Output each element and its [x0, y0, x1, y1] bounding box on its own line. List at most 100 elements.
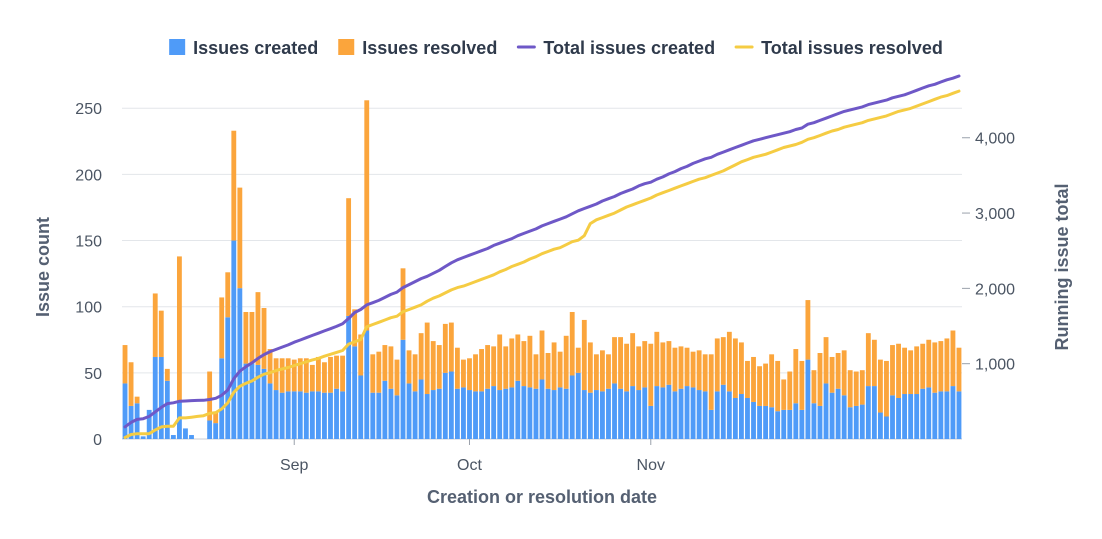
bar-issues-created [189, 435, 194, 439]
legend-item-total-issues-resolved: Total issues resolved [734, 38, 943, 58]
bar-issues-resolved [926, 339, 932, 388]
bar-issues-resolved [515, 334, 521, 381]
bar-issues-resolved [624, 343, 630, 392]
bar-issues-created [267, 383, 273, 439]
bar-issues-resolved [793, 349, 799, 404]
bar-issues-resolved [291, 359, 297, 392]
bar-issues-created [497, 390, 503, 439]
bar-issues-created [183, 428, 188, 439]
bar-issues-created [291, 391, 297, 439]
bar-issues-resolved [430, 341, 436, 391]
bar-issues-created [769, 407, 775, 439]
bar-issues-resolved [267, 349, 273, 384]
bar-issues-resolved [255, 292, 261, 365]
bar-issues-resolved [539, 330, 545, 380]
bar-issues-resolved [346, 198, 352, 316]
bar-issues-created [757, 405, 762, 439]
x-axis: Sep Oct Nov [280, 439, 665, 474]
bar-issues-resolved [261, 308, 267, 369]
bar-issues-resolved [817, 353, 823, 406]
bar-issues-created [442, 372, 448, 439]
bar-issues-resolved [479, 349, 484, 392]
bar-issues-resolved [950, 330, 956, 387]
legend-item-total-issues-created: Total issues created [516, 38, 715, 58]
bar-issues-created [334, 388, 339, 439]
bar-issues-created [720, 384, 726, 439]
bar-issues-resolved [841, 350, 847, 396]
bar-issues-resolved [509, 338, 515, 388]
bar-issues-resolved [158, 310, 164, 357]
bar-issues-resolved [279, 358, 285, 393]
bar-issues-resolved [865, 333, 871, 387]
bar-issues-created [853, 405, 859, 439]
total-issues-created-line [123, 74, 961, 429]
bar-issues-created [134, 403, 140, 439]
bar-issues-created [823, 383, 829, 439]
bar-issues-resolved [871, 339, 877, 387]
bar-issues-created [461, 387, 466, 439]
bar-issues-created [726, 391, 732, 439]
bar-issues-created [448, 371, 454, 439]
bar-issues-created [303, 392, 309, 439]
bar-issues-created [648, 405, 654, 439]
bar-issues-created [285, 391, 291, 439]
bar-issues-created [346, 315, 352, 439]
legend-label: Total issues resolved [761, 38, 943, 58]
bar-issues-created [781, 409, 787, 439]
bar-issues-resolved [745, 360, 750, 398]
bar-issues-created [213, 423, 219, 439]
bar-issues-resolved [775, 360, 781, 412]
bar-issues-resolved [787, 371, 793, 410]
bar-issues-created [521, 386, 527, 439]
y-tick-label: 200 [75, 167, 102, 184]
y-tick-label: 150 [75, 234, 102, 251]
bar-issues-created [920, 388, 926, 439]
bar-issues-resolved [678, 346, 684, 389]
bar-issues-created [527, 387, 533, 439]
bar-issues-resolved [418, 333, 424, 380]
bar-issues-resolved [563, 335, 569, 389]
bar-issues-created [581, 390, 587, 439]
bar-issues-created [835, 388, 841, 439]
y-tick-label: 0 [93, 432, 102, 449]
bar-issues-created [799, 409, 805, 439]
bar-issues-resolved [322, 362, 327, 393]
y-tick-label: 250 [75, 101, 102, 118]
bar-issues-resolved [618, 337, 623, 389]
bar-issues-resolved [485, 345, 491, 389]
bar-issues-created [714, 391, 720, 439]
bar-issues-resolved [902, 347, 908, 395]
y2-tick-label: 3,000 [975, 206, 1015, 223]
legend-label: Issues resolved [362, 38, 497, 58]
bar-issues-created [122, 383, 128, 439]
bar-issues-resolved [944, 338, 950, 392]
chart-legend: Issues created Issues resolved Total issue… [169, 38, 943, 58]
bar-issues-created [273, 390, 279, 439]
bar-issues-created [219, 358, 225, 439]
bar-issues-resolved [763, 363, 769, 406]
bar-series [122, 100, 962, 439]
bar-issues-resolved [176, 256, 182, 402]
bar-issues-created [261, 368, 267, 439]
bar-issues-created [926, 387, 932, 439]
bar-issues-resolved [696, 350, 702, 391]
bar-issues-resolved [454, 347, 460, 389]
bar-issues-created [908, 394, 914, 439]
bar-issues-created [225, 317, 231, 439]
bar-issues-created [533, 388, 539, 439]
bar-issues-created [593, 390, 599, 439]
bar-issues-resolved [122, 345, 128, 384]
legend-label: Total issues created [543, 38, 715, 58]
bar-issues-created [944, 391, 950, 439]
bar-issues-resolved [551, 342, 557, 391]
legend-label: Issues created [193, 38, 318, 58]
bar-issues-created [243, 363, 249, 439]
bar-issues-created [164, 380, 170, 439]
bar-issues-resolved [334, 355, 339, 389]
bar-issues-resolved [636, 346, 642, 391]
bar-issues-resolved [533, 354, 539, 389]
bar-issues-created [600, 391, 605, 439]
bar-issues-created [896, 397, 901, 439]
bar-issues-created [751, 401, 756, 439]
bar-issues-created [678, 388, 684, 439]
